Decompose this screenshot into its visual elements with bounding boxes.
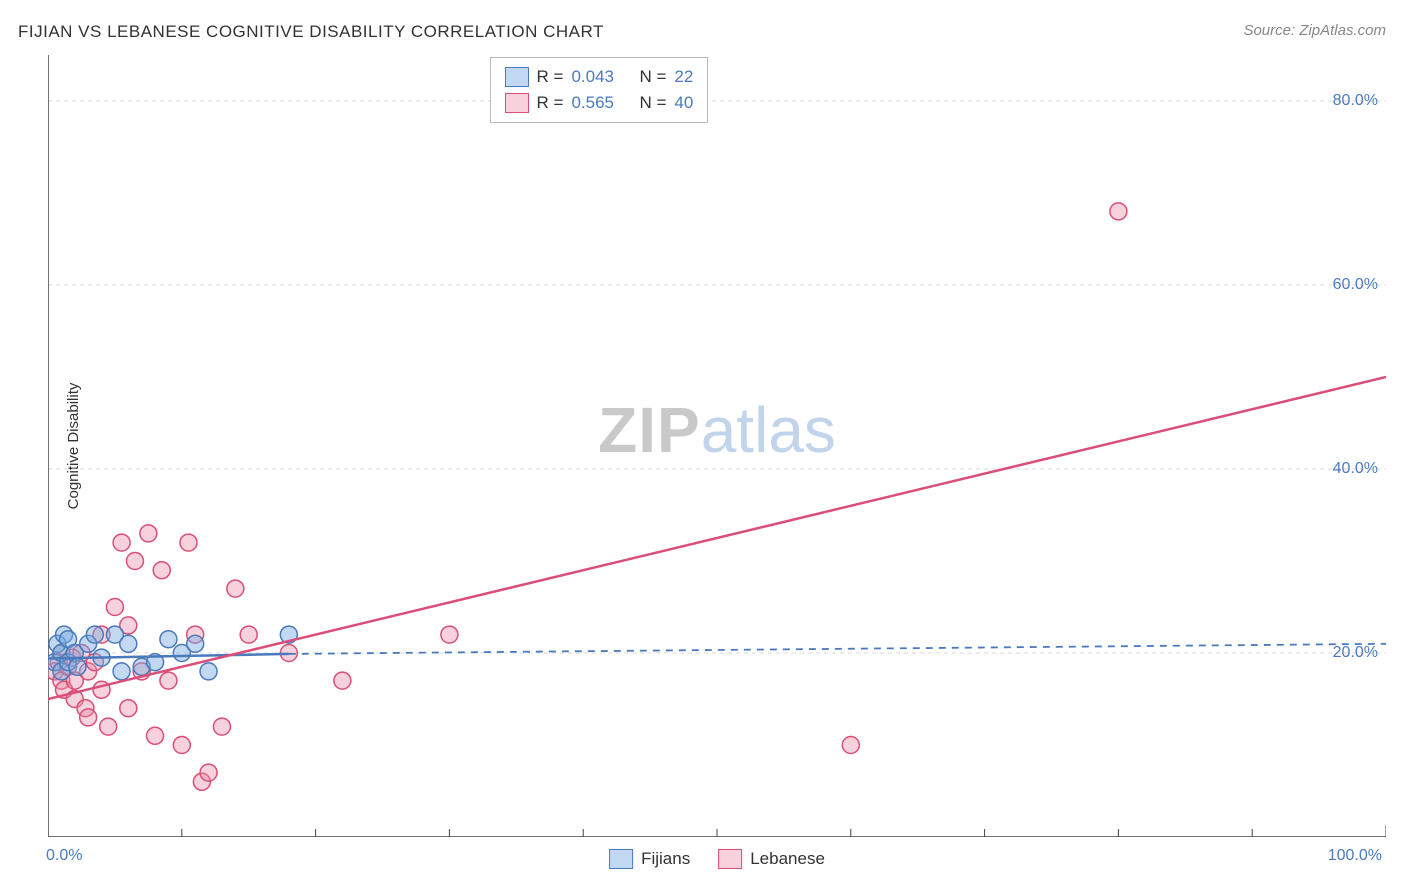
scatter-plot	[48, 55, 1386, 837]
y-tick-label: 80.0%	[1333, 92, 1378, 110]
n-value-fijians: 22	[674, 64, 693, 90]
legend-item-lebanese: Lebanese	[718, 849, 825, 869]
source-label: Source: ZipAtlas.com	[1243, 22, 1386, 39]
r-label: R =	[537, 90, 564, 116]
y-tick-label: 20.0%	[1333, 644, 1378, 662]
legend-label-fijians: Fijians	[641, 849, 690, 869]
swatch-fijians	[609, 849, 633, 869]
swatch-fijians	[505, 67, 529, 87]
chart-area: ZIPatlas R = 0.043 N = 22 R = 0.565 N = …	[48, 55, 1386, 837]
legend-item-fijians: Fijians	[609, 849, 690, 869]
y-tick-label: 60.0%	[1333, 276, 1378, 294]
n-value-lebanese: 40	[674, 90, 693, 116]
legend-row-lebanese: R = 0.565 N = 40	[505, 90, 694, 116]
r-value-lebanese: 0.565	[571, 90, 614, 116]
series-legend: Fijians Lebanese	[609, 849, 825, 869]
x-tick-label: 100.0%	[1328, 847, 1382, 865]
n-label: N =	[639, 64, 666, 90]
swatch-lebanese	[718, 849, 742, 869]
legend-row-fijians: R = 0.043 N = 22	[505, 64, 694, 90]
r-label: R =	[537, 64, 564, 90]
r-value-fijians: 0.043	[571, 64, 614, 90]
y-tick-label: 40.0%	[1333, 460, 1378, 478]
swatch-lebanese	[505, 93, 529, 113]
correlation-legend: R = 0.043 N = 22 R = 0.565 N = 40	[490, 57, 709, 123]
legend-label-lebanese: Lebanese	[750, 849, 825, 869]
n-label: N =	[639, 90, 666, 116]
chart-title: FIJIAN VS LEBANESE COGNITIVE DISABILITY …	[18, 22, 604, 42]
x-tick-label: 0.0%	[46, 847, 82, 865]
